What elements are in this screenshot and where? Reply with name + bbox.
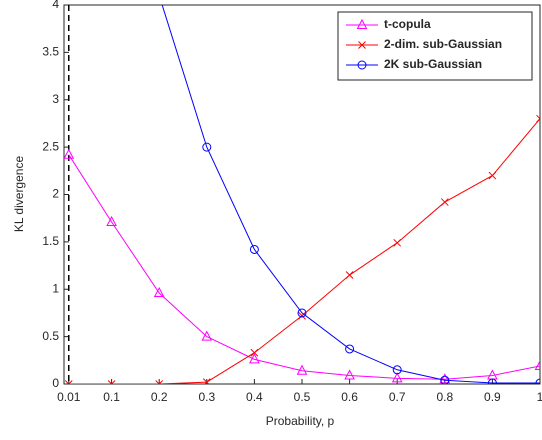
x-axis-label: Probability, p (266, 414, 335, 428)
y-tick-label: 1.5 (42, 234, 59, 248)
y-tick-label: 3 (52, 92, 59, 106)
x-tick-label: 0.4 (246, 390, 263, 404)
x-tick-label: 0.1 (103, 390, 120, 404)
y-tick-label: 4 (52, 0, 59, 11)
x-tick-label: 0.9 (484, 390, 501, 404)
x-tick-label: 0.6 (341, 390, 358, 404)
y-tick-label: 0 (52, 376, 59, 390)
x-tick-label: 0.8 (436, 390, 453, 404)
y-tick-label: 1 (52, 281, 59, 295)
x-tick-label: 0.01 (57, 390, 81, 404)
y-tick-label: 2.5 (42, 139, 59, 153)
x-tick-label: 0.2 (151, 390, 168, 404)
x-tick-label: 0.5 (294, 390, 311, 404)
legend-label: 2-dim. sub-Gaussian (384, 37, 502, 51)
y-axis-label: KL divergence (12, 156, 26, 233)
y-tick-label: 3.5 (42, 45, 59, 59)
legend-label: t-copula (384, 17, 431, 31)
y-tick-label: 2 (52, 187, 59, 201)
x-tick-label: 0.7 (389, 390, 406, 404)
x-tick-label: 0.3 (198, 390, 215, 404)
legend-label: 2K sub-Gaussian (384, 57, 482, 71)
x-tick-label: 1 (537, 390, 542, 404)
y-tick-label: 0.5 (42, 329, 59, 343)
